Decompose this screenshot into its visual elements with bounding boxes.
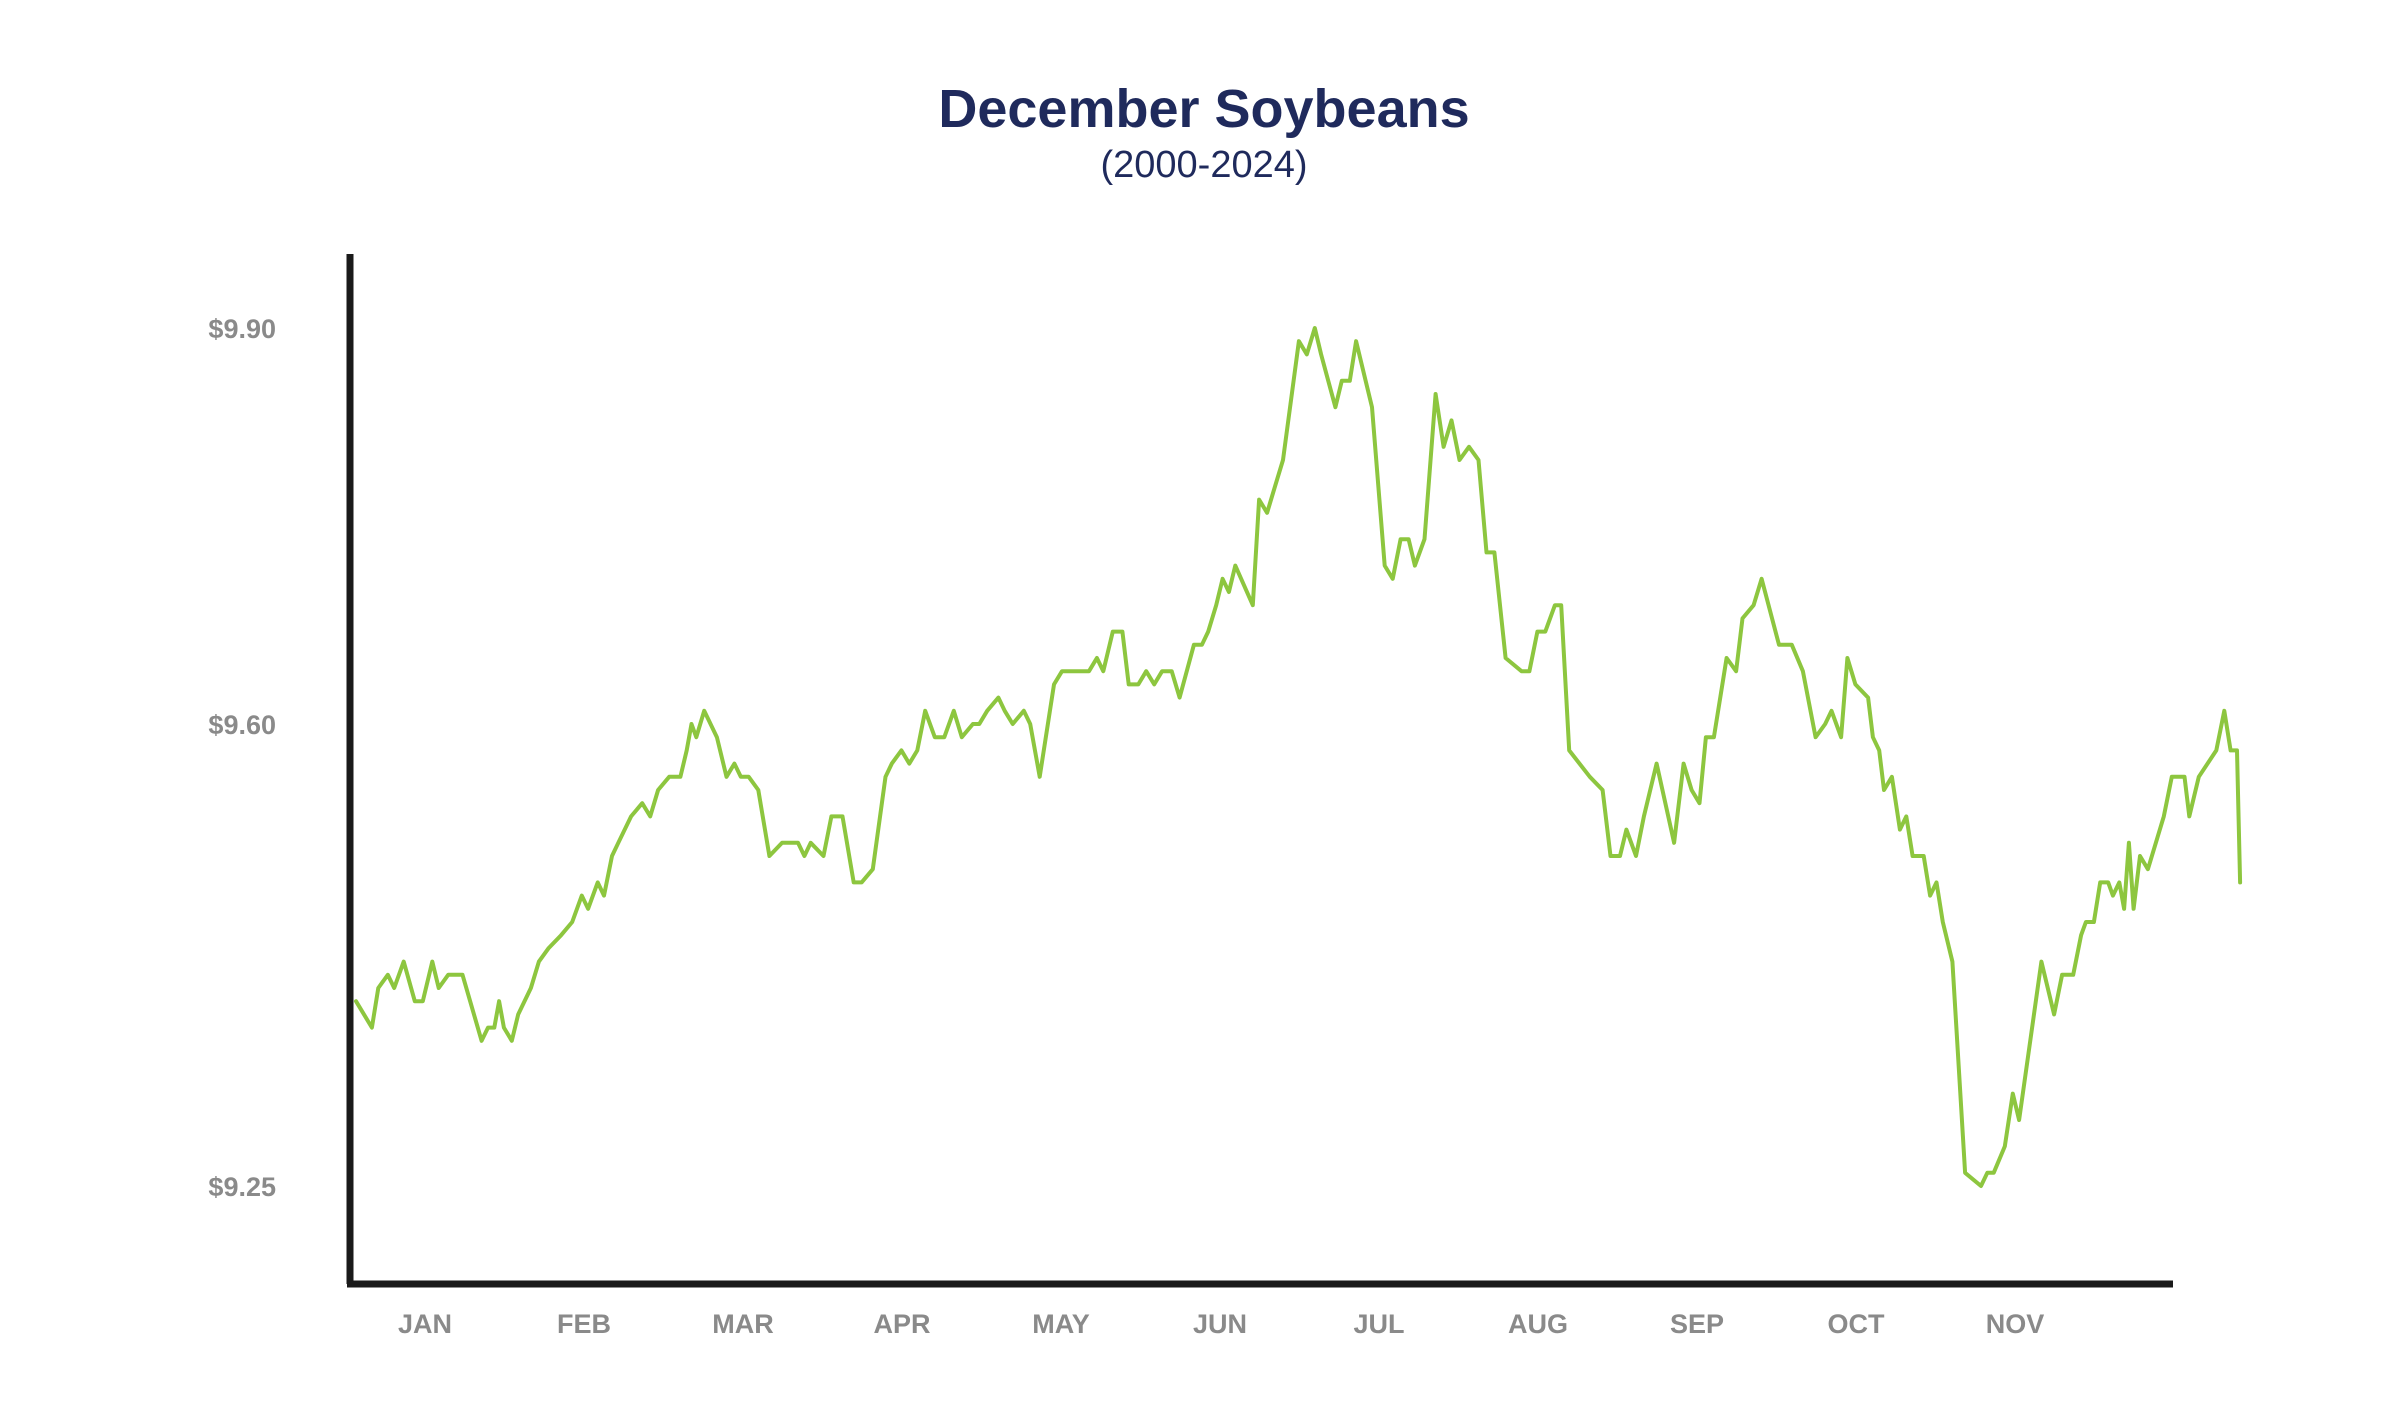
- y-tick-label: $9.90: [208, 314, 276, 344]
- series-line: [354, 326, 2243, 1188]
- chart-subtitle: (2000-2024): [1100, 144, 1307, 186]
- x-tick-label: JAN: [398, 1309, 452, 1339]
- y-tick-label: $9.60: [208, 710, 276, 740]
- x-tick-label: JUN: [1193, 1309, 1247, 1339]
- x-tick-label: MAR: [712, 1309, 774, 1339]
- x-tick-label: JUL: [1353, 1309, 1404, 1339]
- y-axis-ticks: $9.90 $9.60 $9.25: [208, 314, 276, 1202]
- chart-title: December Soybeans: [938, 79, 1469, 139]
- x-tick-label: OCT: [1828, 1309, 1886, 1339]
- y-tick-label: $9.25: [208, 1172, 276, 1202]
- x-tick-label: APR: [873, 1309, 930, 1339]
- x-axis-ticks: JAN FEB MAR APR MAY JUN JUL AUG SEP OCT NOV: [398, 1309, 2044, 1339]
- x-tick-label: FEB: [557, 1309, 611, 1339]
- x-tick-label: SEP: [1670, 1309, 1724, 1339]
- x-tick-label: MAY: [1032, 1309, 1090, 1339]
- x-tick-label: AUG: [1508, 1309, 1568, 1339]
- x-tick-label: NOV: [1986, 1309, 2045, 1339]
